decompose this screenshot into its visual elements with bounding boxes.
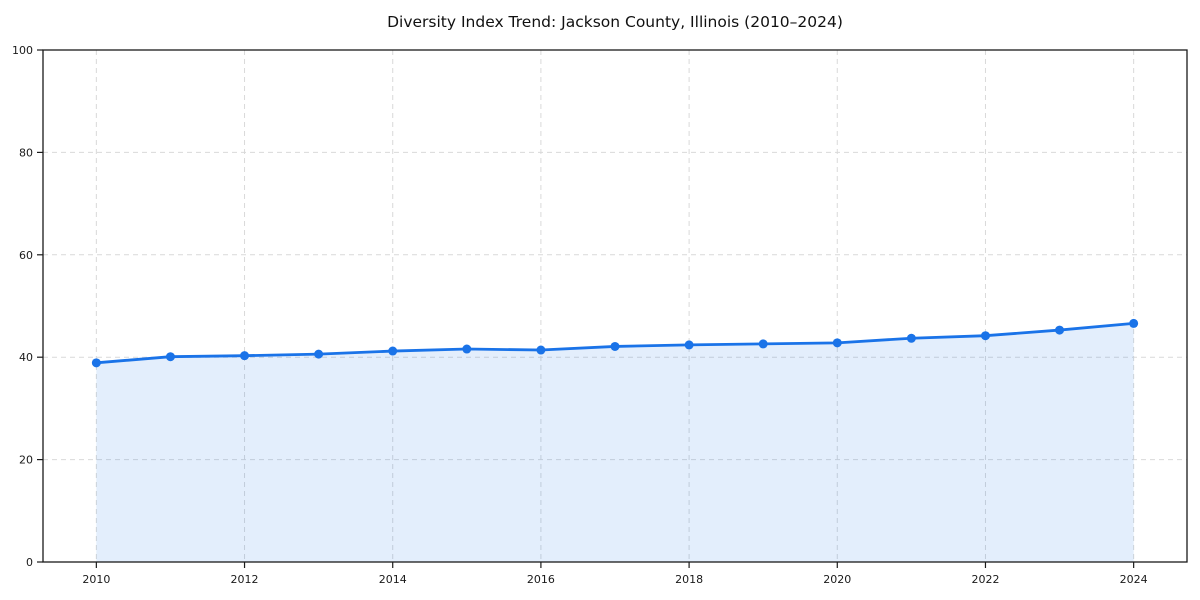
y-axis-tick-label: 0 bbox=[26, 556, 33, 569]
data-point-marker bbox=[240, 351, 250, 361]
series-area-fill bbox=[96, 323, 1134, 562]
data-point-marker bbox=[1129, 318, 1139, 328]
data-point-marker bbox=[388, 346, 398, 356]
data-point-marker bbox=[758, 339, 768, 349]
x-axis-tick-label: 2020 bbox=[823, 573, 851, 586]
data-point-marker bbox=[314, 349, 324, 359]
data-point-marker bbox=[832, 338, 842, 348]
x-axis-tick-label: 2022 bbox=[971, 573, 999, 586]
data-point-marker bbox=[462, 344, 472, 354]
y-axis-tick-label: 20 bbox=[19, 454, 33, 467]
data-point-marker bbox=[1055, 325, 1065, 335]
data-point-marker bbox=[536, 345, 546, 355]
x-axis-tick-label: 2018 bbox=[675, 573, 703, 586]
y-axis-tick-label: 40 bbox=[19, 351, 33, 364]
x-axis-tick-label: 2010 bbox=[82, 573, 110, 586]
y-axis-tick-label: 60 bbox=[19, 249, 33, 262]
x-axis-tick-label: 2014 bbox=[379, 573, 407, 586]
data-point-marker bbox=[91, 358, 101, 368]
x-axis-tick-label: 2016 bbox=[527, 573, 555, 586]
data-point-marker bbox=[906, 333, 916, 343]
plot-border bbox=[42, 49, 1188, 563]
data-point-marker bbox=[165, 352, 175, 362]
x-axis-tick-label: 2012 bbox=[231, 573, 259, 586]
chart-title: Diversity Index Trend: Jackson County, I… bbox=[387, 13, 843, 31]
data-point-marker bbox=[610, 341, 620, 351]
y-axis-tick-label: 100 bbox=[12, 44, 33, 57]
data-point-marker bbox=[684, 340, 694, 350]
x-axis-tick-label: 2024 bbox=[1120, 573, 1148, 586]
data-point-marker bbox=[980, 331, 990, 341]
y-axis-tick-label: 80 bbox=[19, 146, 33, 159]
